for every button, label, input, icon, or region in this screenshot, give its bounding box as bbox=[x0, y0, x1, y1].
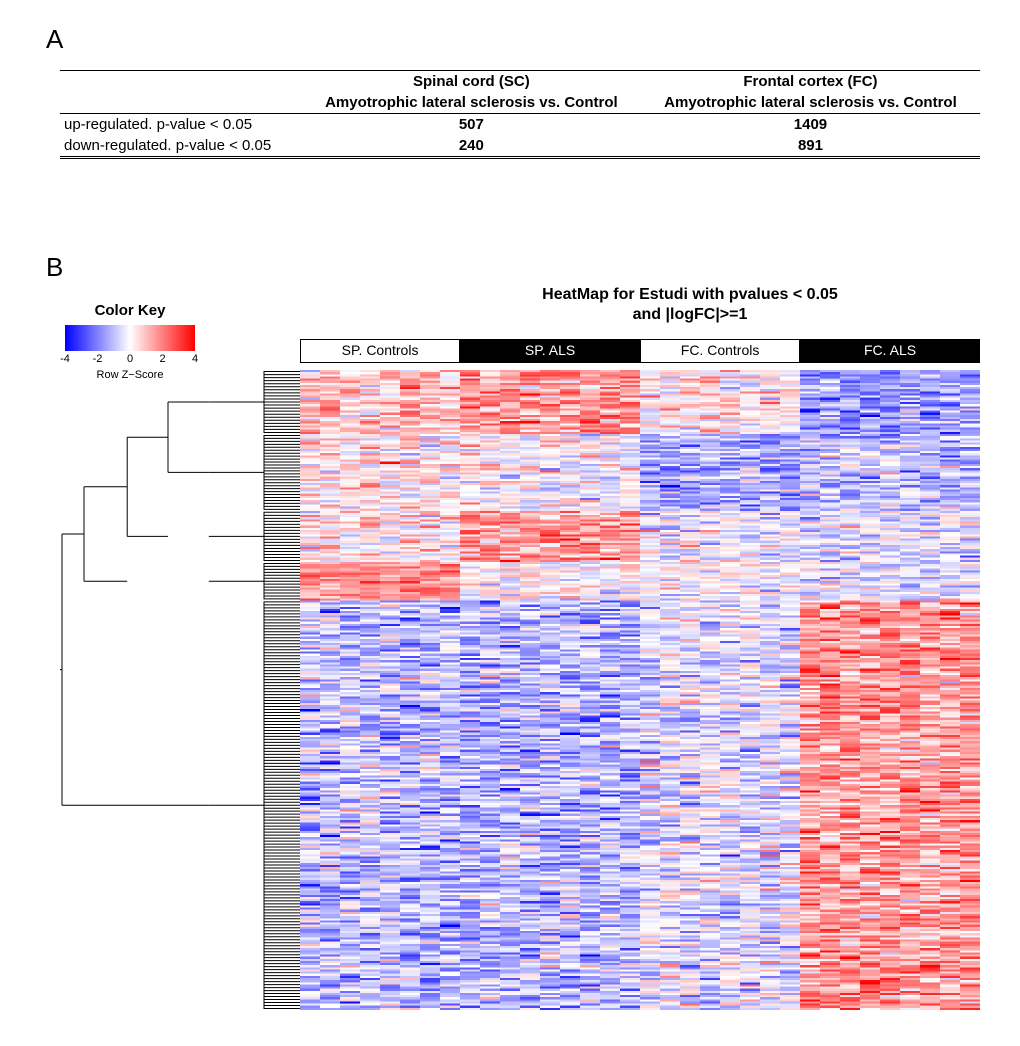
tableA-value: 1409 bbox=[641, 114, 980, 136]
color-key-tick: -2 bbox=[93, 353, 103, 365]
heatmap-title: HeatMap for Estudi with pvalues < 0.05 a… bbox=[430, 285, 950, 325]
column-group-label: FC. ALS bbox=[800, 339, 980, 363]
tableA-comp-1: Amyotrophic lateral sclerosis vs. Contro… bbox=[641, 92, 980, 114]
color-key-gradient bbox=[65, 325, 195, 351]
heatmap-title-line2: and |logFC|>=1 bbox=[633, 306, 748, 323]
panel-a-table: Spinal cord (SC) Frontal cortex (FC) Amy… bbox=[60, 70, 980, 159]
heatmap-column-groups: SP. ControlsSP. ALSFC. ControlsFC. ALS bbox=[300, 339, 980, 363]
column-group-label: FC. Controls bbox=[640, 339, 800, 363]
tableA-region-1: Frontal cortex (FC) bbox=[641, 71, 980, 93]
tableA-comp-0: Amyotrophic lateral sclerosis vs. Contro… bbox=[302, 92, 641, 114]
row-dendrogram bbox=[60, 370, 300, 1010]
tableA-value: 507 bbox=[302, 114, 641, 136]
panel-a-letter: A bbox=[46, 24, 63, 55]
color-key-title: Color Key bbox=[55, 302, 205, 319]
color-key-tick: -4 bbox=[60, 353, 70, 365]
heatmap-canvas bbox=[300, 370, 980, 1010]
column-group-label: SP. Controls bbox=[300, 339, 460, 363]
tableA-region-0: Spinal cord (SC) bbox=[302, 71, 641, 93]
color-key-ticks: -4-2024 bbox=[65, 353, 195, 367]
panel-b-letter: B bbox=[46, 252, 63, 283]
tableA-value: 240 bbox=[302, 135, 641, 158]
column-group-label: SP. ALS bbox=[460, 339, 640, 363]
color-key-tick: 0 bbox=[127, 353, 133, 365]
heatmap-title-line1: HeatMap for Estudi with pvalues < 0.05 bbox=[542, 286, 838, 303]
tableA-value: 891 bbox=[641, 135, 980, 158]
tableA-rowlabel: down-regulated. p-value < 0.05 bbox=[60, 135, 302, 158]
tableA-rowlabel: up-regulated. p-value < 0.05 bbox=[60, 114, 302, 136]
color-key-tick: 4 bbox=[192, 353, 198, 365]
color-key-tick: 2 bbox=[159, 353, 165, 365]
figure-page: A Spinal cord (SC) Frontal cortex (FC) A… bbox=[0, 0, 1020, 1046]
